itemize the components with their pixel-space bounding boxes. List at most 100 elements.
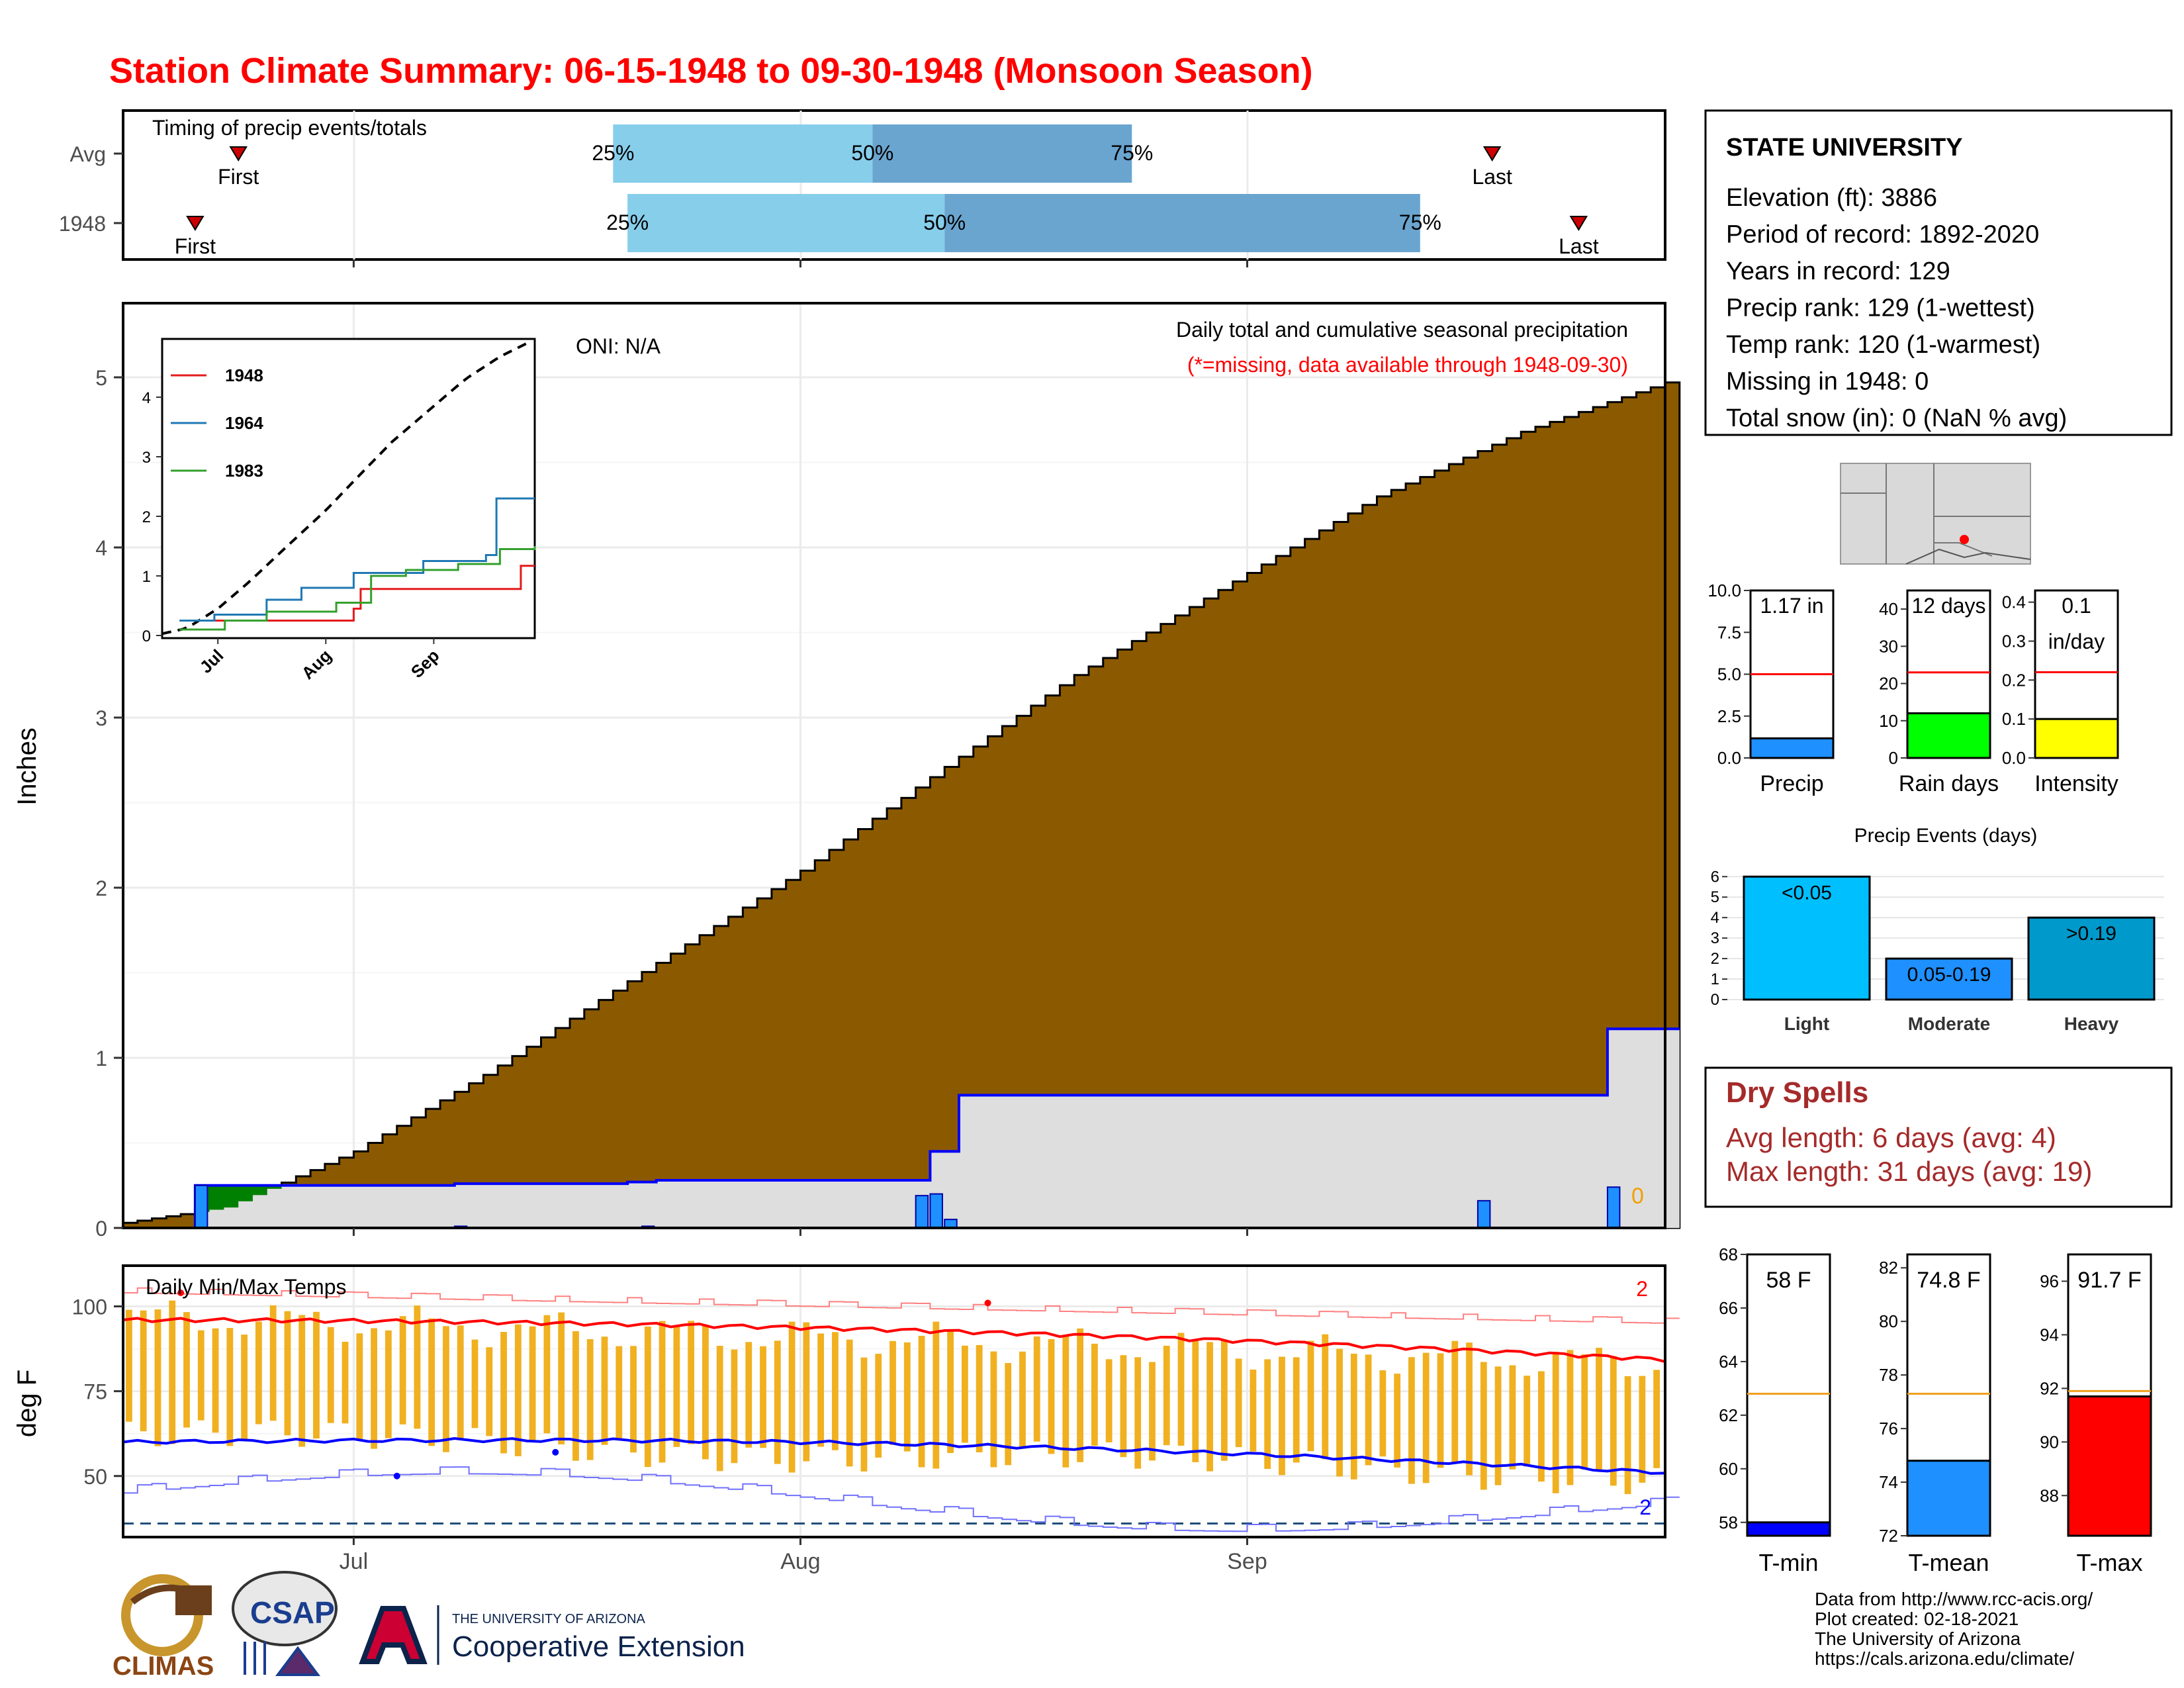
station-info-line: Total snow (in): 0 (NaN % avg) [1726, 404, 2067, 432]
temp-stat-tick-label: 74 [1879, 1472, 1898, 1492]
station-info-line: Missing in 1948: 0 [1726, 368, 1929, 396]
map-border-line [1905, 548, 2031, 565]
daily-temp-bar [529, 1326, 536, 1442]
precip-caption-note: (*=missing, data available through 1948-… [1187, 353, 1628, 377]
temp-stat-value-label: 91.7 F [2077, 1268, 2141, 1293]
daily-temp-bar [385, 1330, 392, 1438]
daily-temp-bar [269, 1305, 277, 1421]
daily-temp-bar [1264, 1359, 1271, 1470]
avg-min-temp-line [122, 1437, 1666, 1475]
daily-temp-bar [745, 1342, 752, 1448]
stat-bar-label: Rain days [1899, 771, 1999, 796]
inset-average-line [161, 340, 532, 635]
daily-temp-bar [586, 1339, 594, 1460]
daily-precip-bar [194, 1184, 208, 1229]
precip-y-tick-label: 1 [95, 1047, 107, 1070]
precip-panel-frame [122, 302, 1666, 1229]
temp-x-tick-label: Aug [780, 1549, 821, 1574]
daily-temp-bar [154, 1309, 161, 1446]
map-frame [1840, 463, 2031, 565]
precip-panel: 0 1 2 3 4 5 Inches ONI: N/A Daily total and c… [13, 302, 1681, 1241]
record-low-marker [552, 1448, 559, 1456]
temp-stat-tick-label: 90 [2040, 1432, 2059, 1452]
inset-legend-label: 1948 [225, 365, 263, 385]
temp-y-tick-label: 75 [83, 1380, 107, 1404]
avg-cumulative-area [122, 381, 1681, 1229]
daily-temp-bar [126, 1309, 132, 1422]
daily-temp-bar [716, 1346, 723, 1472]
precip-y-tick-label: 2 [95, 876, 107, 900]
daily-temp-bar [1149, 1362, 1156, 1461]
daily-temp-bar [212, 1328, 219, 1433]
daily-temp-bar [702, 1325, 709, 1460]
credit-line: The University of Arizona [1815, 1628, 2021, 1649]
events-y-tick-label: 5 [1711, 888, 1719, 906]
timing-bar-25-50 [627, 194, 945, 252]
precip-caption: Daily total and cumulative seasonal prec… [1176, 318, 1628, 342]
climas-logo-block [175, 1585, 212, 1615]
stat-bar-tick-label: 0.4 [2002, 592, 2026, 612]
precip-event-bar-label: >0.19 [2066, 923, 2116, 945]
daily-temp-bar [140, 1310, 147, 1432]
timing-p25-label: 25% [606, 211, 649, 234]
temp-stat-value [2067, 1395, 2152, 1537]
temp-stat-tick-label: 60 [1719, 1459, 1738, 1479]
daily-temp-bar [1279, 1356, 1285, 1476]
temp-stat-label: T-max [2076, 1549, 2142, 1576]
observed-cumulative-area [123, 1029, 1680, 1228]
station-info-line: Years in record: 129 [1726, 258, 1950, 285]
credit-line: Plot created: 02-18-2021 [1815, 1609, 2019, 1629]
last-event-marker [1482, 146, 1502, 162]
daily-temp-bar [572, 1331, 579, 1461]
stat-bar-tick-label: 0.0 [1717, 748, 1741, 768]
inset-y-tick-label: 0 [142, 628, 151, 645]
timing-row-label: Avg [69, 142, 106, 166]
temp-stat-tick-label: 94 [2040, 1325, 2059, 1344]
temp-stat-value-label: 74.8 F [1917, 1268, 1980, 1293]
first-event-marker [186, 216, 205, 231]
precip-y-tick-label: 3 [95, 706, 107, 730]
daily-temp-bar [1091, 1343, 1098, 1446]
dry-spells-frame [1704, 1066, 2173, 1208]
station-info-lines: Elevation (ft): 3886 Period of record: 18… [1726, 184, 2067, 432]
stat-bar-tick-label: 30 [1879, 636, 1898, 656]
daily-temp-bar [1250, 1369, 1257, 1452]
precip-y-axis: 0 1 2 3 4 5 [95, 366, 1249, 1241]
temp-stats: 58 F T-min 58 60 62 64 66 68 74.8 F T-mean 72 74 76 7… [1719, 1244, 2152, 1576]
precip-event-bar [1885, 957, 2013, 1001]
dry-spells-max: Max length: 31 days (avg: 19) [1726, 1156, 2092, 1187]
avg-max-temp-line [122, 1317, 1666, 1363]
station-info-box: STATE UNIVERSITY Elevation (ft): 3886 Per… [1704, 109, 2173, 436]
daily-temp-bar [659, 1321, 666, 1463]
daily-temp-bar [903, 1342, 911, 1452]
record-low-marker [393, 1472, 400, 1479]
temp-stat-value [1906, 1460, 1991, 1537]
temp-stat-tick-label: 64 [1719, 1352, 1738, 1372]
daily-temp-bar [1639, 1376, 1646, 1483]
inset-y-tick-label: 1 [142, 568, 151, 586]
daily-temp-bar [1120, 1355, 1127, 1458]
stat-bar-tick-label: 10.0 [1707, 581, 1741, 600]
inset-series-1964 [179, 497, 535, 622]
daily-temp-bar [1610, 1356, 1617, 1486]
inset-legend-label: 1964 [225, 413, 263, 433]
daily-temp-bar [1033, 1336, 1040, 1442]
station-name: STATE UNIVERSITY [1726, 134, 1963, 162]
daily-temp-bar [947, 1330, 954, 1453]
precip-event-bar-label: 0.05-0.19 [1907, 964, 1991, 986]
daily-temp-bar [990, 1351, 997, 1468]
daily-precip-bar [1477, 1199, 1491, 1229]
daily-temp-bar [500, 1332, 507, 1454]
daily-temp-bar [1624, 1376, 1631, 1495]
daily-temp-bar [688, 1321, 695, 1444]
daily-temp-bar [1567, 1350, 1574, 1485]
temp-y-tick-label: 50 [83, 1465, 107, 1489]
precip-event-category: Moderate [1908, 1013, 1990, 1034]
daily-temp-bar [399, 1316, 406, 1425]
temp-stat-tick-label: 72 [1879, 1526, 1898, 1546]
daily-temp-bar [1336, 1348, 1343, 1477]
climas-logo: CLIMAS [113, 1574, 214, 1681]
daily-temp-bar [846, 1339, 853, 1467]
dry-spells-title: Dry Spells [1726, 1076, 1868, 1109]
